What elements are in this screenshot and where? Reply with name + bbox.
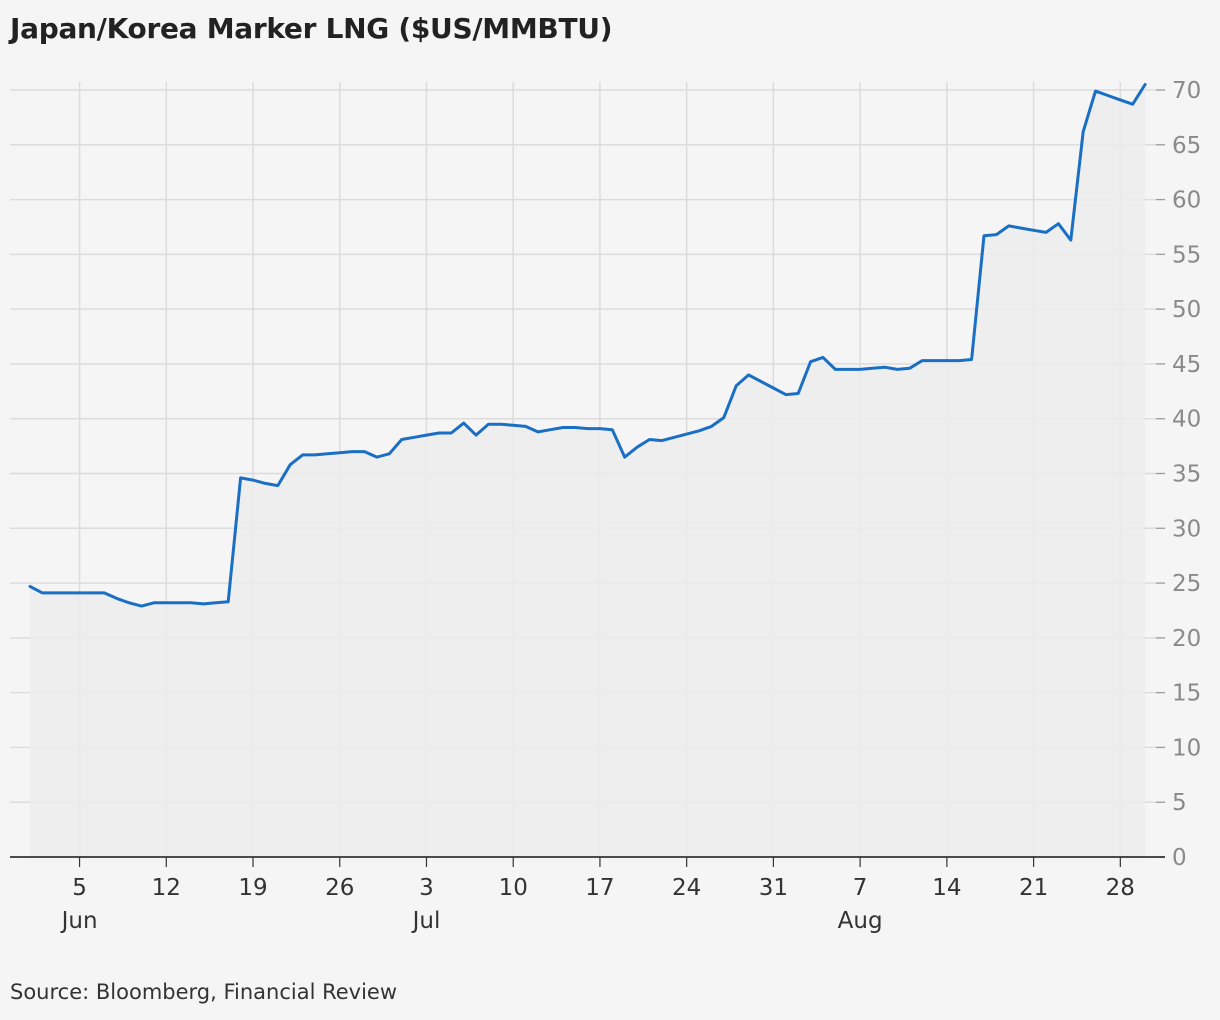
- source-note: Source: Bloomberg, Financial Review: [10, 980, 398, 1004]
- x-tick-label: 3: [419, 875, 434, 901]
- series-line: [28, 83, 1147, 608]
- y-tick-label: 35: [1172, 462, 1201, 488]
- y-tick-label: 5: [1172, 790, 1187, 816]
- x-axis: 5 Jun 12 19 26 3 Jul 10 17 24 31 7 Aug 14 21 28: [10, 856, 1165, 934]
- y-tick-label: 25: [1172, 571, 1201, 597]
- area-fill: [30, 84, 1146, 857]
- x-month-label: Jul: [411, 908, 441, 934]
- x-month-label: Aug: [838, 908, 883, 934]
- y-tick-label: 60: [1172, 188, 1201, 214]
- y-tick-label: 55: [1172, 242, 1201, 268]
- y-tick-label: 45: [1172, 352, 1201, 378]
- y-tick-label: 10: [1172, 735, 1201, 761]
- x-tick-label: 21: [1019, 875, 1048, 901]
- y-tick-label: 0: [1172, 845, 1187, 871]
- y-tick-label: 65: [1172, 133, 1201, 159]
- y-axis: 0 5 10 15 20 25 30 35 40 45 50 55 60 65 70: [1156, 78, 1201, 871]
- x-tick-label: 28: [1106, 875, 1135, 901]
- x-tick-label: 14: [932, 875, 961, 901]
- x-tick-label: 31: [759, 875, 788, 901]
- y-tick-label: 70: [1172, 78, 1201, 104]
- y-tick-label: 15: [1172, 681, 1201, 707]
- x-tick-label: 19: [238, 875, 267, 901]
- x-tick-label: 17: [585, 875, 614, 901]
- y-tick-label: 40: [1172, 407, 1201, 433]
- y-tick-label: 20: [1172, 626, 1201, 652]
- x-tick-label: 12: [152, 875, 181, 901]
- x-tick-label: 7: [853, 875, 868, 901]
- y-tick-label: 50: [1172, 297, 1201, 323]
- x-tick-label: 24: [672, 875, 701, 901]
- x-tick-label: 10: [499, 875, 528, 901]
- y-tick-label: 30: [1172, 516, 1201, 542]
- x-month-label: Jun: [60, 908, 98, 934]
- x-tick-label: 5: [72, 875, 87, 901]
- chart-title: Japan/Korea Marker LNG ($US/MMBTU): [10, 12, 613, 45]
- x-tick-label: 26: [325, 875, 354, 901]
